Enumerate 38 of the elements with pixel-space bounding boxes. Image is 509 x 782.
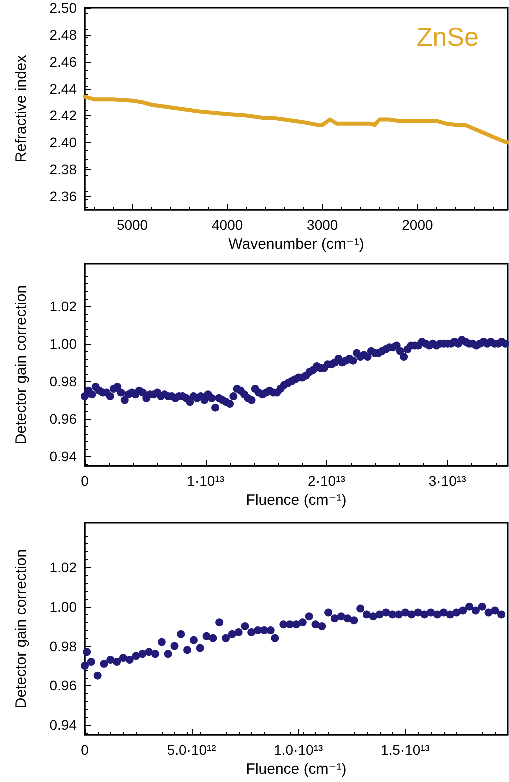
y-tick-label: 0.94	[50, 448, 78, 465]
y-tick-label: 2.44	[50, 80, 78, 97]
x-axis-title: Fluence (cm⁻¹)	[246, 492, 347, 509]
y-tick-label: 0.94	[50, 717, 78, 734]
y-tick-label: 2.48	[50, 26, 78, 43]
x-tick-label: 2·10¹³	[308, 473, 346, 490]
line-series	[83, 94, 509, 145]
y-tick-label: 0.96	[50, 411, 78, 428]
x-tick-label: 0	[81, 473, 90, 490]
x-axis-title: Fluence (cm⁻¹)	[246, 760, 347, 778]
x-tick-label: 3·10¹³	[428, 473, 467, 490]
y-tick-label: 0.98	[50, 638, 78, 654]
y-tick-label: 1.02	[50, 559, 78, 576]
x-tick-label: 0	[81, 742, 90, 758]
x-tick-label: 4000	[212, 217, 244, 233]
x-tick-label: 2000	[402, 217, 434, 233]
x-tick-label: 1·10¹³	[187, 473, 225, 490]
y-tick-label: 1.00	[50, 336, 78, 352]
x-axis-title: Wavenumber (cm⁻¹)	[228, 236, 364, 253]
y-axis-title: Refractive index	[13, 54, 30, 163]
x-tick-label: 1.0·10¹³	[274, 742, 324, 758]
y-axis-title: Detector gain correction	[13, 549, 30, 709]
x-tick-label: 3000	[307, 217, 338, 233]
y-tick-label: 2.36	[50, 188, 78, 205]
y-tick-label: 2.38	[50, 162, 78, 178]
y-tick-label: 1.00	[50, 598, 78, 615]
y-tick-label: 0.96	[50, 678, 78, 694]
x-tick-label: 5.0·10¹²	[167, 742, 217, 758]
y-tick-label: 2.40	[50, 134, 78, 151]
y-tick-label: 0.98	[50, 374, 78, 390]
y-axis-title: Detector gain correction	[13, 285, 30, 445]
y-tick-label: 2.50	[50, 0, 78, 16]
y-tick-label: 2.42	[50, 108, 78, 124]
y-tick-label: 2.46	[50, 54, 78, 70]
x-tick-label: 5000	[116, 217, 148, 233]
x-tick-label: 1.5·10¹³	[380, 742, 430, 758]
text: ZnSe	[416, 22, 480, 52]
y-tick-label: 1.02	[50, 298, 78, 314]
